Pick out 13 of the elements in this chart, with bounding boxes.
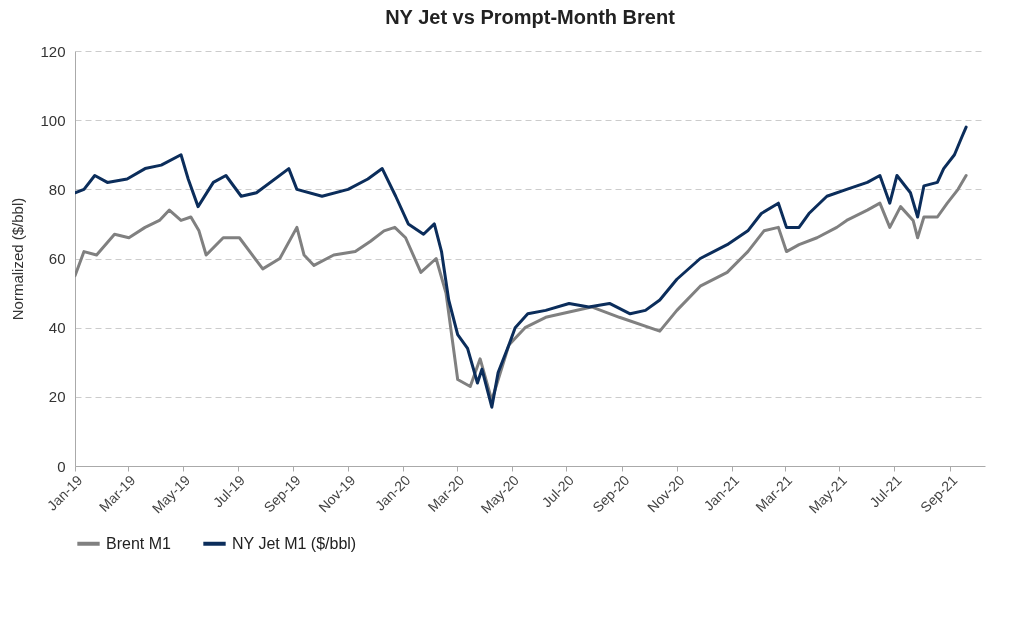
- line-series: [75, 125, 968, 409]
- y-tick-label: 60: [48, 250, 66, 267]
- y-tick-label: 120: [40, 42, 66, 60]
- y-axis-title: Normalized ($/bbl): [9, 197, 27, 321]
- line-series: [75, 174, 968, 402]
- chart-title: NY Jet vs Prompt-Month Brent: [385, 6, 676, 28]
- y-tick-label: 100: [40, 111, 66, 129]
- y-tick-label: 0: [57, 457, 66, 475]
- legend-label: NY Jet M1 ($/bbl): [232, 534, 357, 552]
- y-tick-label: 80: [48, 180, 66, 198]
- y-tick-label: 20: [48, 388, 66, 406]
- legend-label: Brent M1: [106, 534, 172, 552]
- y-tick-label: 40: [48, 319, 66, 337]
